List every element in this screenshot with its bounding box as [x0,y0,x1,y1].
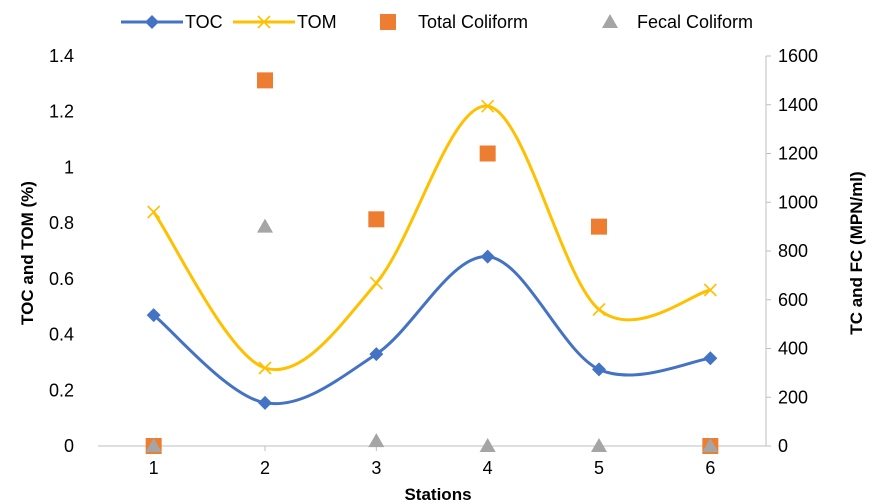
y-left-tick-label: 1.2 [49,102,74,122]
data-point [257,72,273,89]
data-point [592,362,606,377]
y-left-tick-label: 0.2 [49,380,74,400]
data-point [592,302,606,317]
y-right-tick-label: 600 [778,290,808,310]
data-point [703,283,717,297]
axes [98,56,767,447]
data-point [703,351,718,366]
series-fecal-coliform [145,218,719,452]
data-point [481,99,495,113]
data-point [258,395,272,410]
data-point [591,218,607,235]
x-tick-label: 2 [260,458,270,478]
series-toc [146,249,718,410]
y-right-tick-label: 200 [778,387,808,407]
data-point [479,145,496,162]
y-left-tick-label: 1 [64,157,74,177]
x-tick-label: 4 [483,458,493,478]
legend-label: Fecal Coliform [637,12,753,32]
data-point [591,438,607,452]
y-right-tick-label: 400 [778,339,808,359]
y-left-tick-label: 0.8 [49,213,74,233]
legend-marker [257,15,271,29]
data-point [257,218,273,233]
data-point [480,249,495,264]
data-point [369,347,384,362]
legend-label: Total Coliform [418,12,528,32]
data-point [702,438,719,452]
data-point [147,205,161,219]
tick-labels: 0 0.2 0.4 0.6 0.8 1 1.2 1.4 0 200 400 600 800 1000 120… [49,46,818,478]
y-left-tick-label: 1.4 [49,46,74,66]
series-line [152,104,711,372]
series-line [152,255,711,406]
y-left-tick-label: 0 [64,436,74,456]
y-right-tick-label: 800 [778,241,808,261]
x-tick-label: 6 [705,458,715,478]
legend-label: TOC [185,12,223,32]
legend: TOC TOM Total Coliform Fecal Coliform [121,12,753,32]
legend-item: Total Coliform [380,12,528,32]
y-right-tick-label: 1200 [778,144,818,164]
legend-item: TOC [121,12,223,32]
y-right-tick-label: 1400 [778,95,818,115]
y-axis-right-title: TC and FC (MPN/ml) [847,171,866,334]
legend-marker [602,14,618,28]
series-total-coliform [145,72,719,454]
x-tick-label: 1 [149,458,159,478]
legend-label: TOM [297,12,337,32]
data-point [369,276,383,290]
data-point [479,438,496,452]
x-axis-title: Stations [404,485,471,504]
data-point [145,438,162,452]
y-left-tick-label: 0.4 [49,325,74,345]
data-point [146,308,161,323]
x-tick-label: 3 [371,458,381,478]
legend-item: Fecal Coliform [602,12,753,32]
plot-area [145,72,719,454]
series-tom [147,99,717,375]
data-point [258,361,272,375]
y-left-tick-label: 0.6 [49,269,74,289]
legend-marker [380,14,396,30]
y-axis-left-title: TOC and TOM (%) [18,181,37,325]
y-right-tick-label: 1000 [778,192,818,212]
legend-item: TOM [233,12,337,32]
y-right-tick-label: 0 [778,436,788,456]
data-point [368,433,385,448]
legend-marker [145,15,159,29]
y-right-tick-label: 1600 [778,46,818,66]
data-point [368,211,385,228]
x-tick-label: 5 [594,458,604,478]
